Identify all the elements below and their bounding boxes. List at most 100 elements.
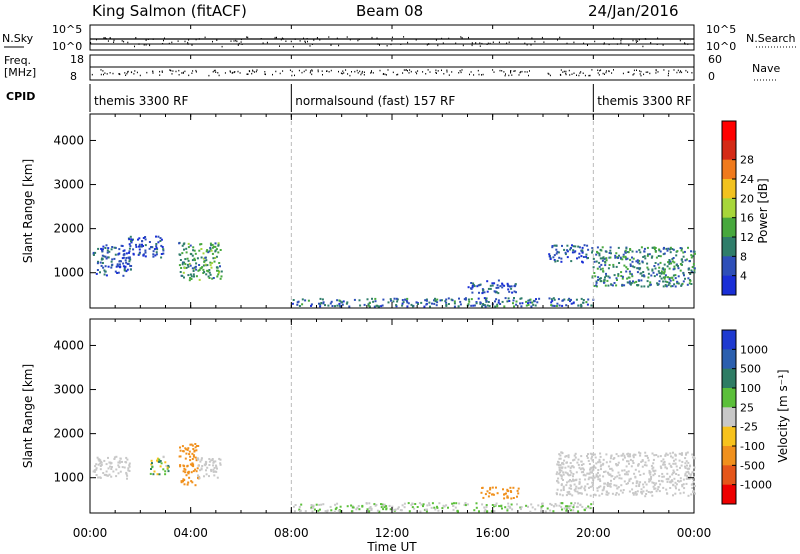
scatter-cell <box>104 270 107 273</box>
scatter-cell <box>200 267 203 270</box>
scatter-cell <box>122 274 125 277</box>
scatter-cell <box>125 261 128 264</box>
scatter-cell <box>219 265 221 268</box>
scatter-cell <box>159 240 162 242</box>
scatter-cell <box>593 493 596 496</box>
scatter-cell <box>121 257 124 260</box>
scatter-cell <box>105 274 108 277</box>
scatter-cell <box>205 259 208 262</box>
scatter-cell <box>529 510 532 513</box>
scatter-cell <box>664 268 666 271</box>
scatter-cell <box>472 304 475 307</box>
scatter-cell <box>419 510 422 513</box>
scatter-cell <box>150 246 152 249</box>
scatter-cell <box>569 469 572 472</box>
scatter-cell <box>630 465 633 468</box>
scatter-cell <box>569 493 572 496</box>
scatter-cell <box>674 285 677 288</box>
scatter-cell <box>187 472 190 475</box>
freq-tick-top: 18 <box>70 53 84 66</box>
scatter-cell <box>611 492 614 495</box>
scatter-cell <box>111 246 114 248</box>
scatter-cell <box>666 480 669 483</box>
scatter-cell <box>569 300 571 303</box>
scatter-cell <box>618 254 620 257</box>
scatter-cell <box>652 482 655 484</box>
scatter-cell <box>617 273 620 276</box>
scatter-cell <box>495 286 498 289</box>
scatter-cell <box>336 502 339 505</box>
scatter-cell <box>95 467 98 470</box>
scatter-cell <box>622 489 625 491</box>
scatter-cell <box>578 482 581 485</box>
scatter-cell <box>589 507 592 510</box>
scatter-cell <box>651 268 654 271</box>
scatter-cell <box>194 252 197 255</box>
scatter-cell <box>660 272 663 275</box>
scatter-cell <box>95 474 98 476</box>
scatter-cell <box>535 298 537 301</box>
scatter-cell <box>642 490 645 493</box>
scatter-cell <box>671 456 674 459</box>
scatter-cell <box>569 509 572 512</box>
scatter-cell <box>507 284 510 287</box>
freq-tick-bottom: 8 <box>70 70 77 83</box>
scatter-cell <box>195 262 198 265</box>
scatter-cell <box>662 475 665 478</box>
scatter-cell <box>501 283 504 286</box>
scatter-cell <box>636 261 639 264</box>
scatter-cell <box>602 487 605 490</box>
scatter-cell <box>627 470 630 473</box>
scatter-cell <box>692 470 695 473</box>
scatter-cell <box>640 491 643 493</box>
scatter-cell <box>660 467 663 470</box>
scatter-cell <box>565 507 568 510</box>
scatter-cell <box>103 273 106 276</box>
scatter-cell <box>294 504 297 506</box>
scatter-cell <box>192 270 195 272</box>
scatter-cell <box>489 488 492 491</box>
scatter-cell <box>565 455 568 457</box>
scatter-cell <box>625 483 628 485</box>
scatter-cell <box>575 471 578 474</box>
scatter-cell <box>376 304 379 307</box>
scatter-cell <box>485 300 488 303</box>
scatter-cell <box>659 275 662 278</box>
scatter-cell <box>649 473 652 476</box>
scatter-cell <box>665 488 668 491</box>
scatter-cell <box>574 452 577 455</box>
scatter-cell <box>652 469 655 472</box>
scatter-cell <box>152 253 155 256</box>
scatter-cell <box>608 264 611 266</box>
scatter-cell <box>606 485 609 487</box>
scatter-cell <box>684 457 687 460</box>
scatter-cell <box>677 474 680 476</box>
scatter-cell <box>560 451 563 454</box>
scatter-cell <box>663 263 666 266</box>
scatter-cell <box>687 461 690 464</box>
scatter-cell <box>216 275 219 278</box>
scatter-cell <box>494 300 496 303</box>
scatter-cell <box>191 254 194 257</box>
scatter-cell <box>189 264 192 267</box>
scatter-cell <box>431 502 434 505</box>
scatter-cell <box>210 249 213 252</box>
scatter-cell <box>212 468 215 471</box>
scatter-cell <box>663 463 666 466</box>
scatter-cell <box>211 243 214 246</box>
scatter-cell <box>628 280 631 283</box>
scatter-cell <box>389 298 392 301</box>
scatter-cell <box>482 288 485 291</box>
scatter-cell <box>624 256 627 259</box>
scatter-cell <box>429 305 431 308</box>
scatter-cell <box>478 284 481 287</box>
scatter-cell <box>301 298 304 301</box>
scatter-cell <box>674 458 677 461</box>
scatter-cell <box>336 304 339 307</box>
scatter-cell <box>617 246 620 249</box>
scatter-cell <box>629 249 632 251</box>
scatter-cell <box>693 492 696 495</box>
scatter-cell <box>110 248 113 251</box>
scatter-cell <box>191 259 194 262</box>
scatter-cell <box>693 267 696 270</box>
